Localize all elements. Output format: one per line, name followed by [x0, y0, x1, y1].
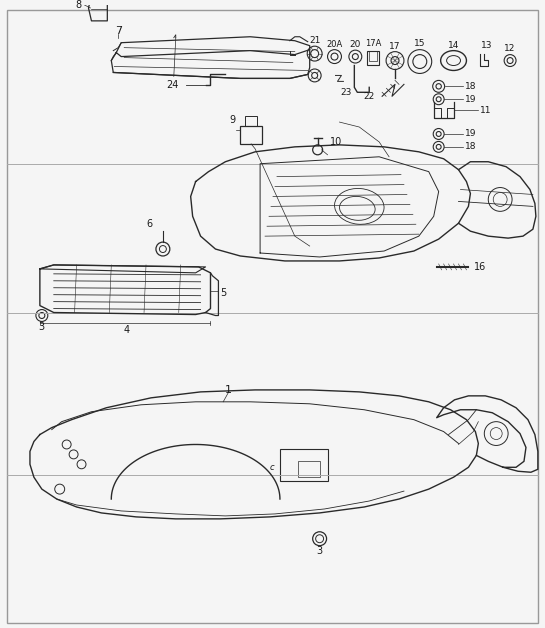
- Text: 19: 19: [465, 129, 477, 138]
- Text: 9: 9: [229, 115, 235, 125]
- Text: 18: 18: [465, 143, 477, 151]
- Text: 3: 3: [39, 322, 45, 332]
- Text: 1: 1: [225, 385, 232, 395]
- Text: 17A: 17A: [365, 39, 382, 48]
- Text: 10: 10: [330, 137, 342, 147]
- Text: 3: 3: [317, 546, 323, 556]
- Bar: [298, 462, 319, 477]
- Text: 5: 5: [220, 288, 227, 298]
- Text: 22: 22: [363, 92, 374, 100]
- Text: 6: 6: [147, 219, 153, 229]
- Text: 15: 15: [414, 39, 426, 48]
- Text: 13: 13: [481, 41, 492, 50]
- Text: 18: 18: [465, 82, 477, 91]
- Text: 8: 8: [75, 0, 82, 10]
- Text: 23: 23: [340, 88, 352, 97]
- Text: 7: 7: [115, 26, 122, 36]
- Text: 24: 24: [166, 80, 179, 90]
- Text: 14: 14: [448, 41, 459, 50]
- Text: 17: 17: [389, 42, 401, 51]
- Text: 4: 4: [123, 325, 129, 335]
- Text: 21: 21: [309, 36, 320, 45]
- Bar: [367, 51, 379, 65]
- Bar: [369, 51, 377, 60]
- Text: 19: 19: [465, 95, 477, 104]
- Bar: [280, 450, 328, 481]
- Text: 20: 20: [350, 40, 361, 49]
- Text: 11: 11: [480, 106, 492, 115]
- Text: 20A: 20A: [326, 40, 343, 49]
- Text: 16: 16: [474, 262, 487, 272]
- Bar: [240, 126, 262, 144]
- Text: 12: 12: [505, 44, 516, 53]
- Text: c: c: [270, 463, 274, 472]
- Bar: [245, 116, 257, 126]
